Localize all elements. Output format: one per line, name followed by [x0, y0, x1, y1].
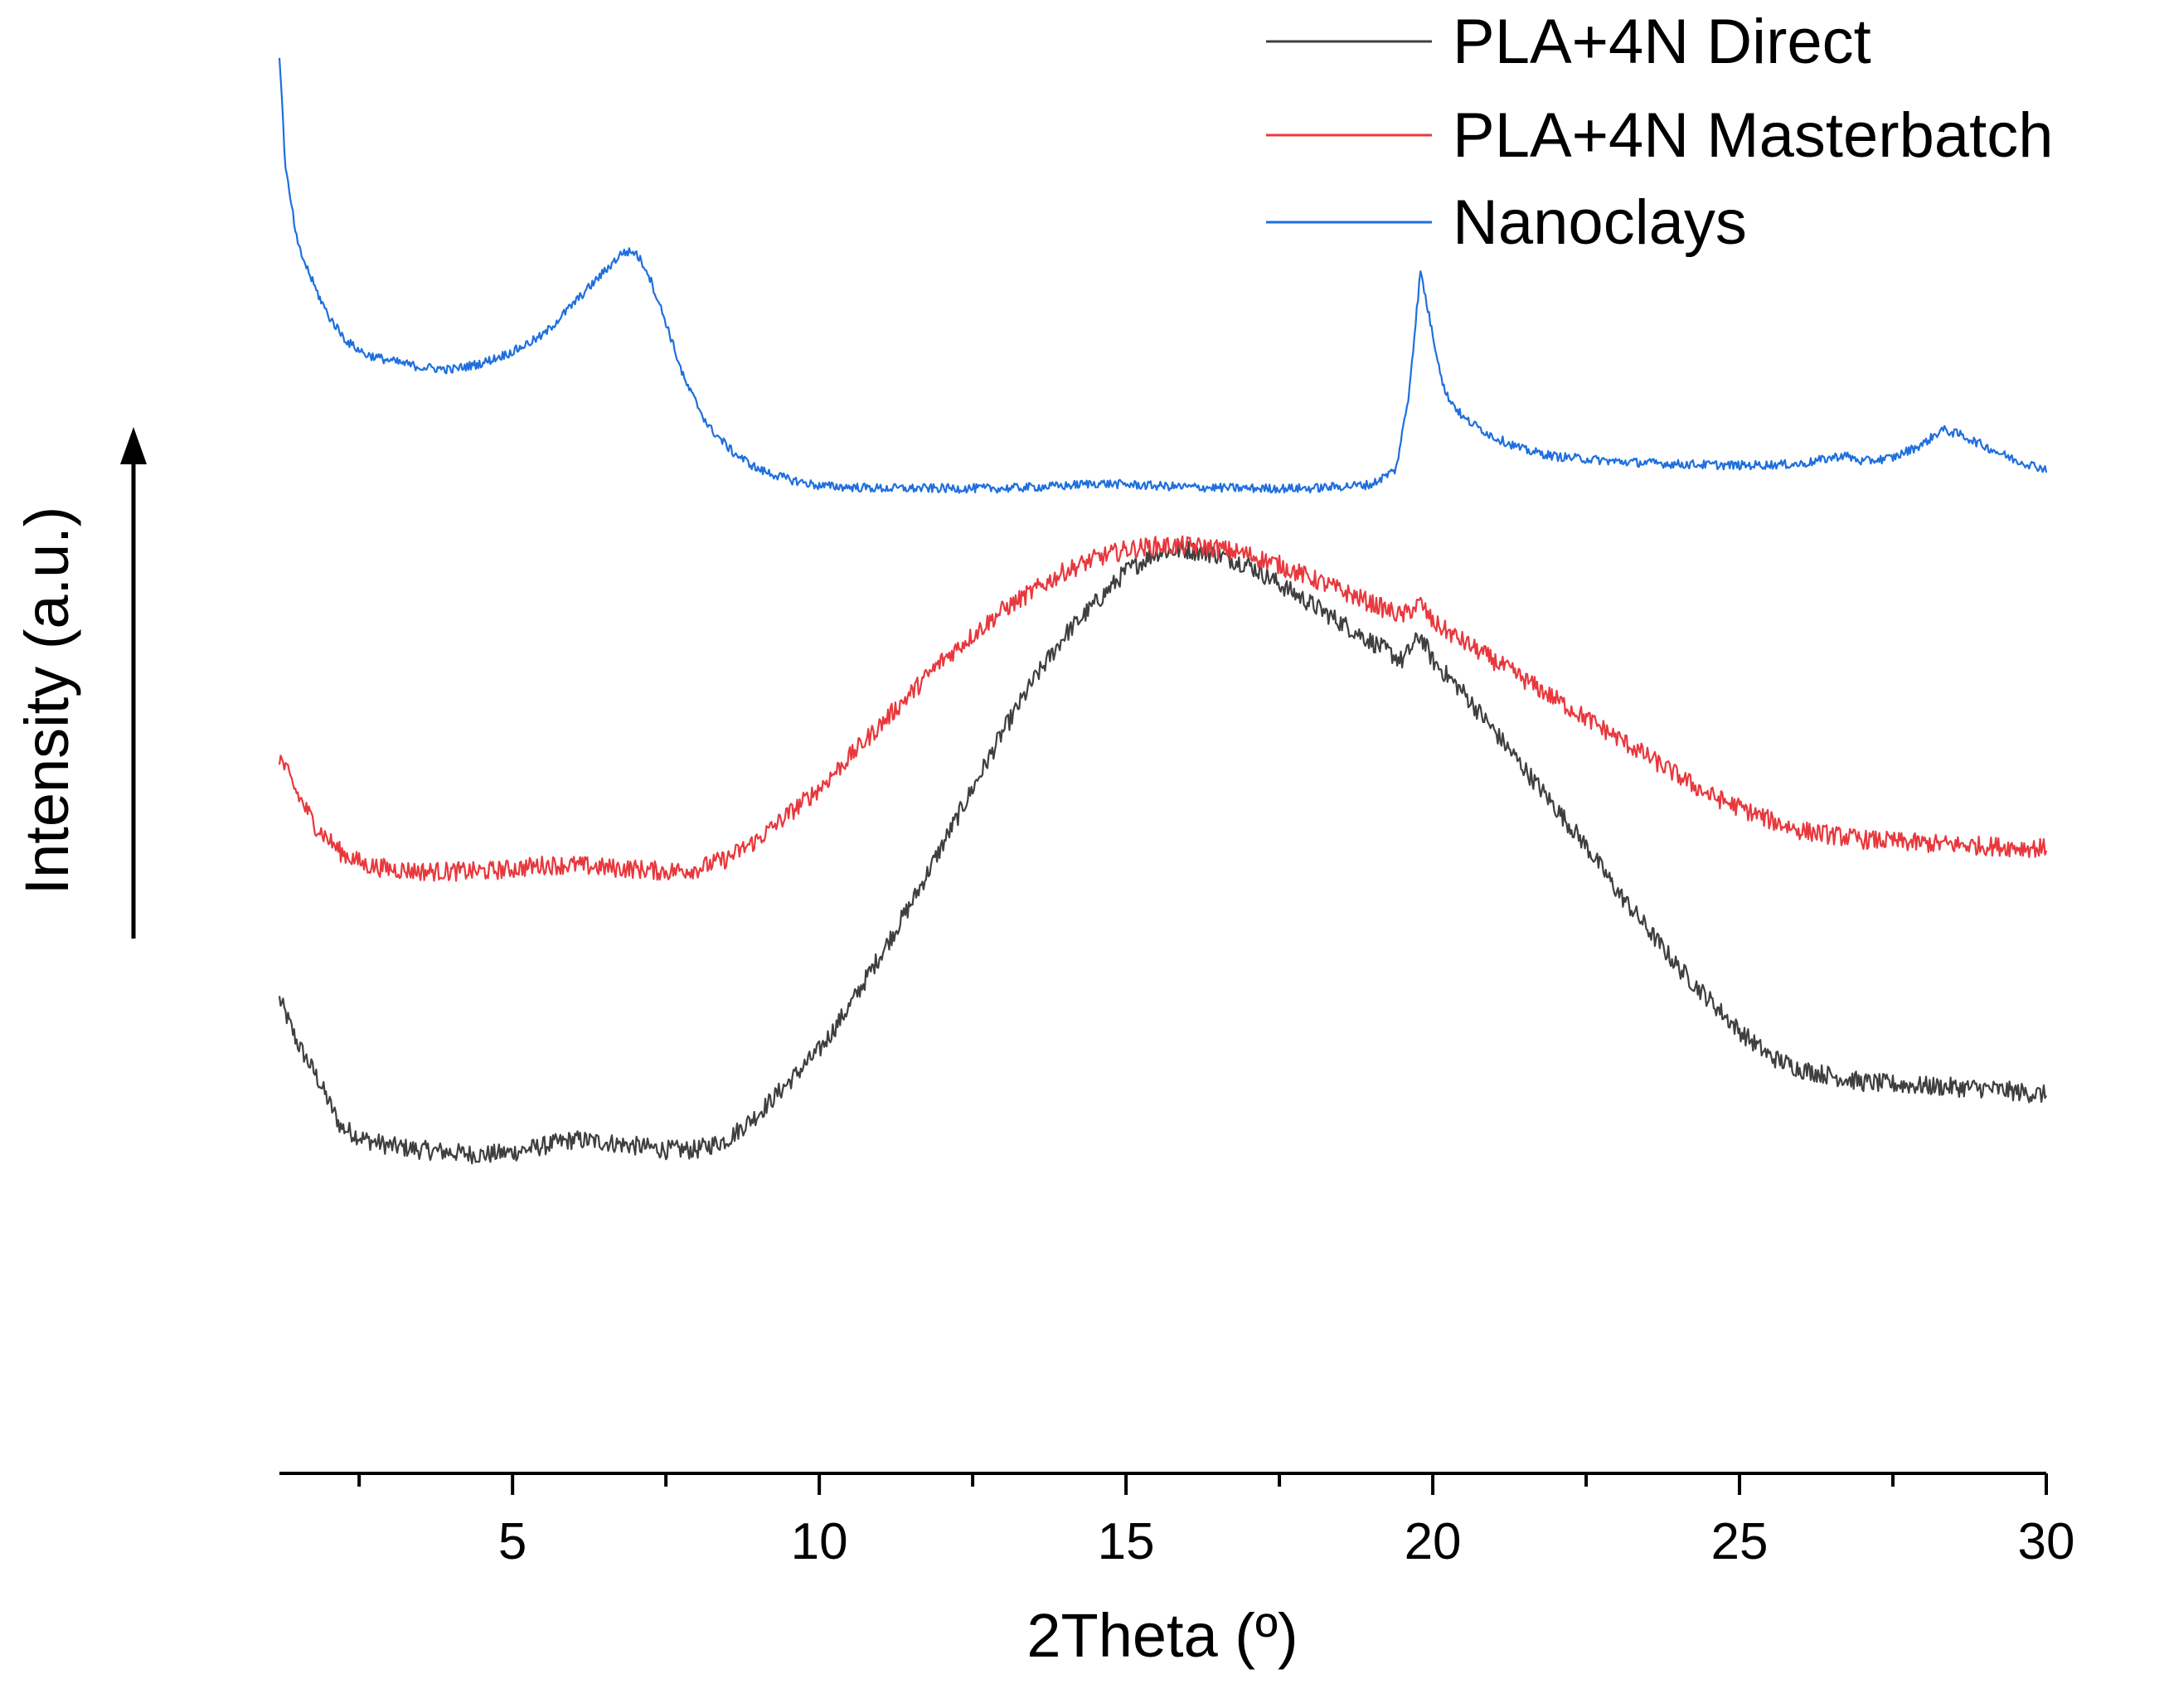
x-tick-label-30: 30	[2018, 1513, 2075, 1570]
legend-label-nanoclays: Nanoclays	[1453, 187, 1747, 258]
series-line-pla-4n-direct	[278, 541, 2047, 1165]
x-axis-title: 2Theta (º)	[1026, 1601, 1298, 1670]
legend: PLA+4N Direct PLA+4N Masterbatch Nanoclays	[1266, 7, 2054, 258]
plot-area	[278, 57, 2048, 1165]
x-tick-label-25: 25	[1711, 1513, 1769, 1570]
y-axis-title: Intensity (a.u.)	[12, 507, 81, 895]
x-axis: 5 10 15 20 25 30 2Theta (º)	[279, 1472, 2075, 1670]
y-axis-arrow-head	[120, 427, 147, 464]
y-axis: Intensity (a.u.)	[12, 427, 147, 939]
x-tick-labels: 5 10 15 20 25 30	[498, 1513, 2075, 1570]
x-tick-label-5: 5	[498, 1513, 526, 1570]
x-tick-label-15: 15	[1098, 1513, 1155, 1570]
x-tick-label-10: 10	[791, 1513, 848, 1570]
series-line-pla-4n-masterbatch	[278, 535, 2048, 882]
x-tick-label-20: 20	[1405, 1513, 1462, 1570]
series-line-nanoclays	[278, 57, 2048, 494]
legend-label-pla-4n-direct: PLA+4N Direct	[1453, 7, 1871, 77]
legend-label-pla-4n-masterbatch: PLA+4N Masterbatch	[1453, 100, 2054, 171]
x-ticks	[357, 1473, 2048, 1495]
